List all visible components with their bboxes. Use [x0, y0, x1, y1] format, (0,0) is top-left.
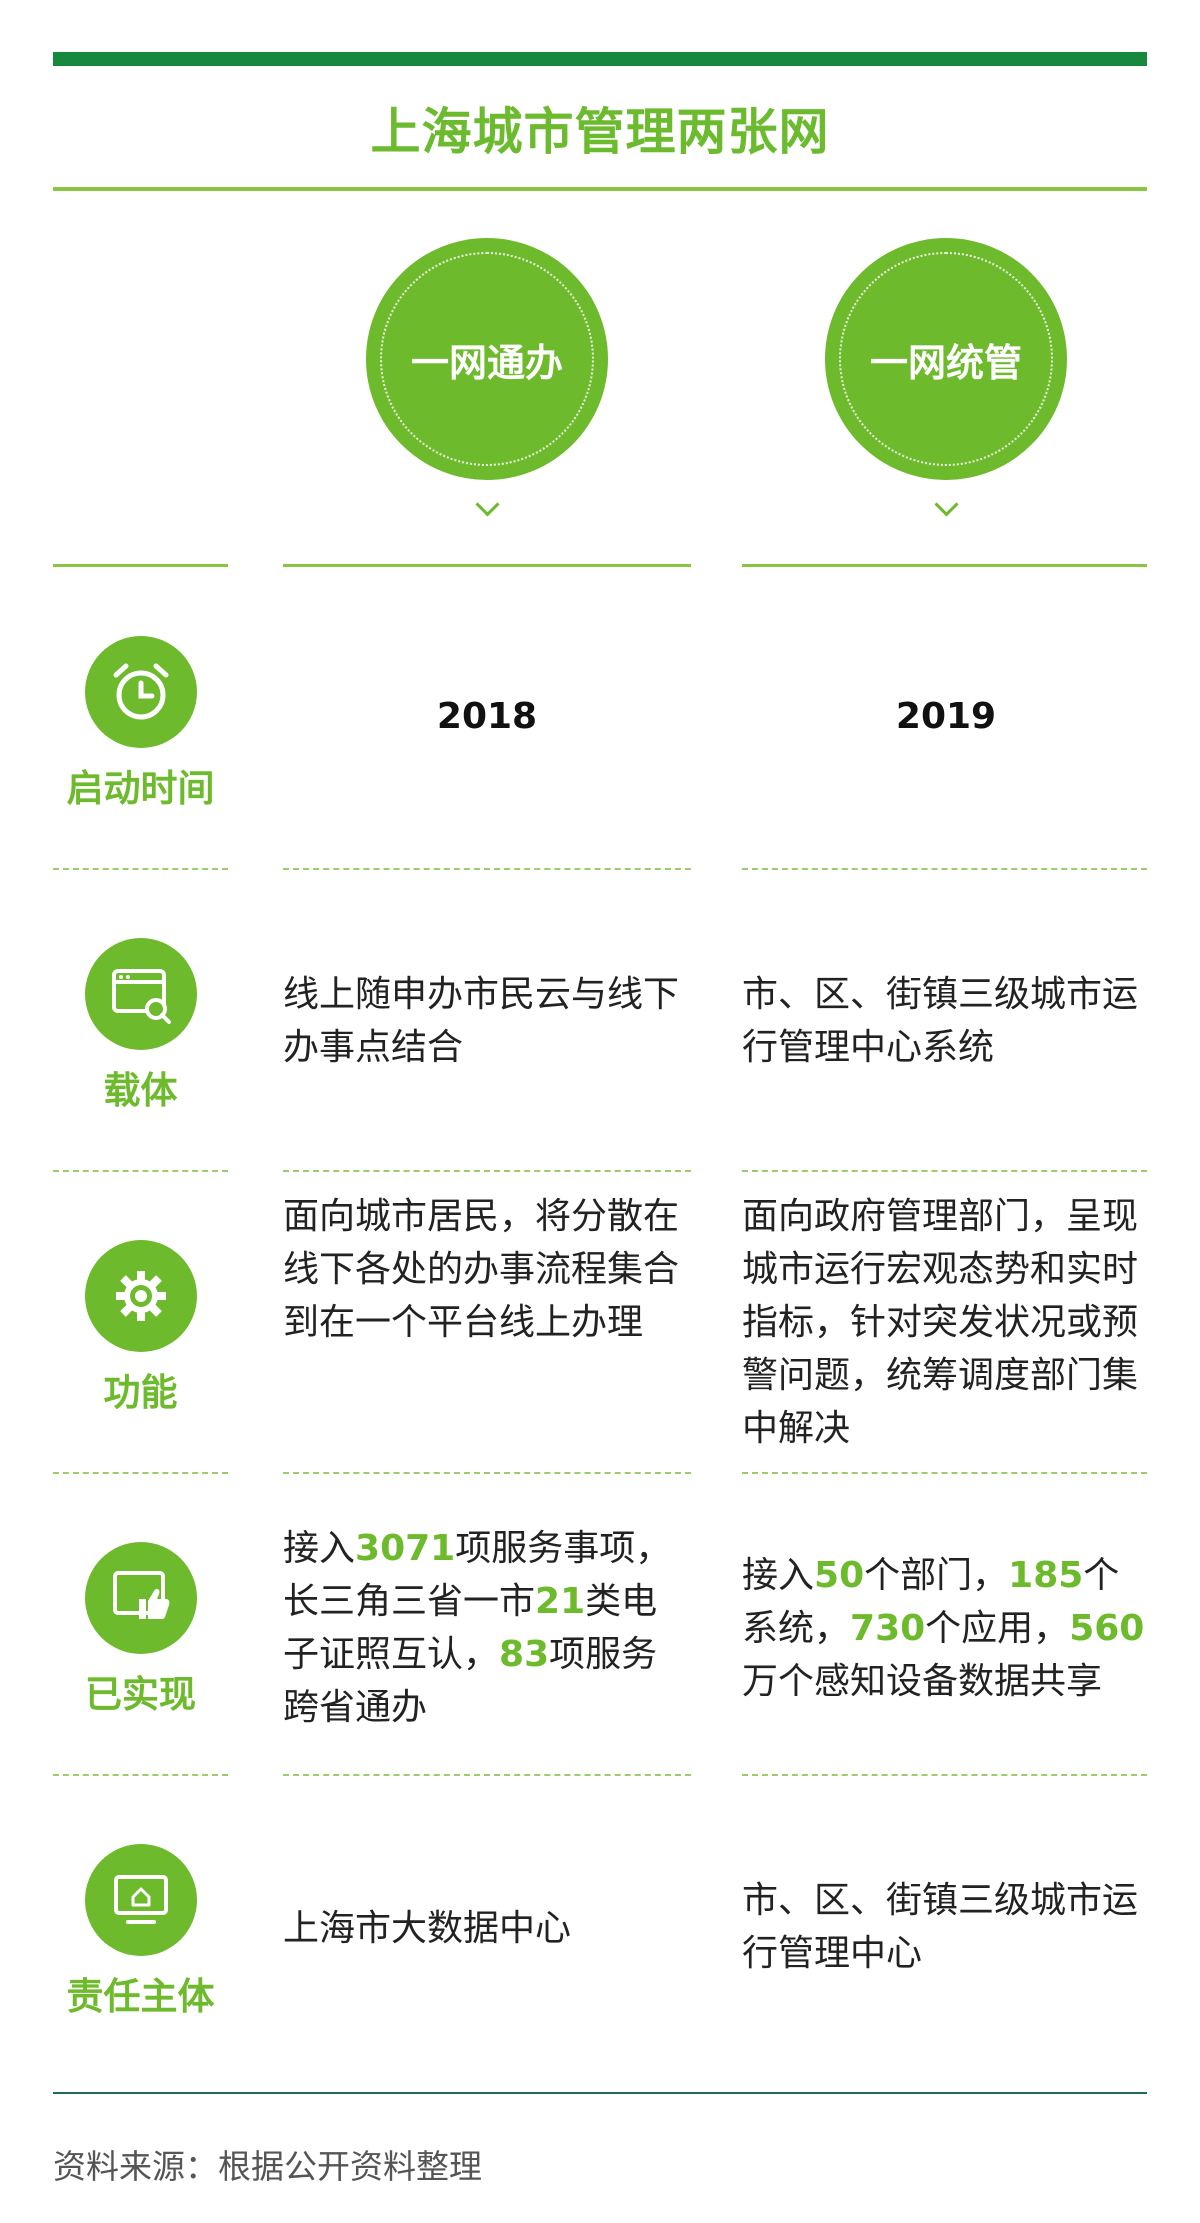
text-part: 项服务跨省通办: [283, 1634, 658, 1728]
row-divider: [742, 868, 1147, 870]
achieved-col1: 接入3071项服务事项，长三角三省一市21类电子证照互认，83项服务跨省通办: [283, 1522, 691, 1734]
row-label-text: 功能: [103, 1371, 178, 1414]
text-part: 个部门，: [864, 1555, 1009, 1596]
alarm-clock-icon: [84, 636, 197, 748]
chevron-down-icon: [934, 492, 959, 517]
row-divider: [283, 1170, 691, 1172]
text-part: 接入: [283, 1528, 356, 1569]
row-label-text: 已实现: [85, 1673, 196, 1716]
year-2018: 2018: [436, 696, 538, 737]
row-divider: [53, 868, 228, 870]
row-label-text: 载体: [103, 1069, 178, 1112]
row-label-text: 启动时间: [66, 767, 215, 810]
header-line: [742, 564, 1147, 567]
header-line: [283, 564, 691, 567]
text-part: 万个感知设备数据共享: [742, 1661, 1103, 1702]
row-label-carrier: 载体: [53, 938, 228, 1114]
row-label-responsible: 责任主体: [53, 1844, 228, 2020]
gear-icon: [84, 1240, 197, 1352]
function-col1: 面向城市居民，将分散在线下各处的办事流程集合到在一个平台线上办理: [283, 1196, 680, 1343]
row-divider: [283, 1472, 691, 1474]
responsible-col1: 上海市大数据中心: [283, 1908, 572, 1949]
thumbs-up-icon: [84, 1542, 197, 1654]
row-divider: [53, 1170, 228, 1172]
text-part: 个应用，: [925, 1608, 1070, 1649]
highlight-number: 50: [814, 1555, 865, 1596]
monitor-home-icon: [84, 1844, 197, 1956]
text-part: 个系统，: [742, 1555, 1120, 1649]
column-circle-2: 一网统管: [825, 238, 1067, 480]
row-divider: [742, 1472, 1147, 1474]
column-title-1: 一网通办: [410, 340, 563, 385]
text-part: 项服务事项，长三角三省一市: [283, 1528, 672, 1622]
row-divider: [742, 1170, 1147, 1172]
row-divider: [742, 1774, 1147, 1776]
row-label-start-time: 启动时间: [53, 636, 228, 812]
bottom-divider: [53, 2092, 1147, 2094]
carrier-col1: 线上随申办市民云与线下办事点结合: [283, 974, 680, 1068]
source-note: 资料来源：根据公开资料整理: [53, 2147, 482, 2186]
year-2019: 2019: [895, 696, 997, 737]
title-divider: [53, 187, 1147, 191]
header-line: [53, 564, 228, 567]
column-circle-1: 一网通办: [366, 238, 608, 480]
row-label-text: 责任主体: [66, 1975, 215, 2018]
page-title: 上海城市管理两张网: [370, 103, 830, 161]
responsible-col2: 市、区、街镇三级城市运行管理中心: [742, 1880, 1139, 1974]
row-divider: [53, 1472, 228, 1474]
function-col2: 面向政府管理部门，呈现城市运行宏观态势和实时指标，针对突发状况或预警问题，统筹调…: [742, 1196, 1139, 1449]
row-divider: [283, 1774, 691, 1776]
row-label-function: 功能: [53, 1240, 228, 1416]
highlight-number: 560: [1069, 1608, 1145, 1649]
highlight-number: 3071: [355, 1528, 456, 1569]
text-part: 类电子证照互认，: [283, 1581, 658, 1675]
row-divider: [283, 868, 691, 870]
dotted-ring: [839, 252, 1053, 466]
highlight-number: 730: [850, 1608, 926, 1649]
highlight-number: 21: [535, 1581, 586, 1622]
browser-window-icon: [84, 938, 197, 1050]
carrier-col2: 市、区、街镇三级城市运行管理中心系统: [742, 974, 1139, 1068]
chevron-down-icon: [475, 492, 500, 517]
highlight-number: 185: [1008, 1555, 1084, 1596]
top-bar: [53, 52, 1147, 66]
text-part: 接入: [742, 1555, 815, 1596]
dotted-ring: [380, 252, 594, 466]
column-title-2: 一网统管: [869, 340, 1022, 385]
row-divider: [53, 1774, 228, 1776]
highlight-number: 83: [499, 1634, 550, 1675]
row-label-achieved: 已实现: [53, 1542, 228, 1718]
achieved-col2: 接入50个部门，185个系统，730个应用，560 万个感知设备数据共享: [742, 1549, 1150, 1708]
